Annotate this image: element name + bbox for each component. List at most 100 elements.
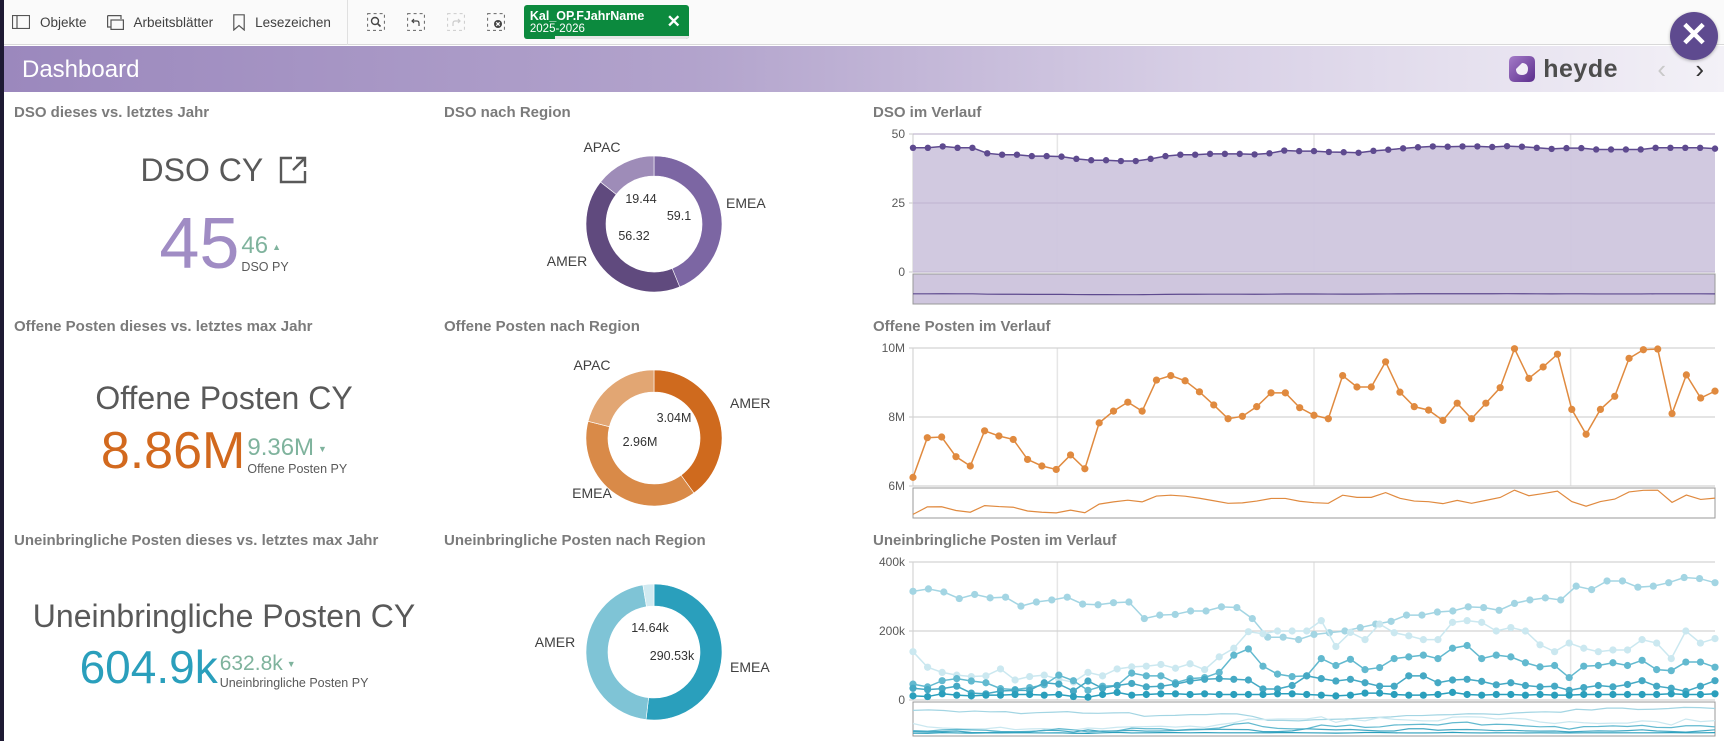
data-point[interactable] xyxy=(1682,690,1690,699)
data-point[interactable] xyxy=(923,434,931,442)
data-point[interactable] xyxy=(1142,672,1150,680)
data-point[interactable] xyxy=(1266,150,1273,157)
data-point[interactable] xyxy=(1206,150,1214,158)
data-point[interactable] xyxy=(1187,607,1195,615)
data-point[interactable] xyxy=(1259,662,1267,670)
data-point[interactable] xyxy=(1592,146,1600,153)
data-point[interactable] xyxy=(1623,680,1632,689)
data-point[interactable] xyxy=(1434,679,1442,687)
data-point[interactable] xyxy=(1638,656,1646,664)
data-point[interactable] xyxy=(1288,681,1296,690)
data-point[interactable] xyxy=(995,432,1003,440)
data-point[interactable] xyxy=(1405,632,1413,640)
data-point[interactable] xyxy=(1536,641,1544,649)
data-point[interactable] xyxy=(1565,639,1573,647)
data-point[interactable] xyxy=(982,672,990,680)
data-point[interactable] xyxy=(1295,147,1303,155)
data-point[interactable] xyxy=(1128,663,1136,671)
kpi-offene-posten[interactable]: Offene Posten dieses vs. letztes max Jah… xyxy=(14,318,434,518)
data-point[interactable] xyxy=(1210,401,1218,409)
data-point[interactable] xyxy=(1444,143,1451,150)
data-point[interactable] xyxy=(1582,430,1590,438)
data-point[interactable] xyxy=(1310,147,1318,155)
data-point[interactable] xyxy=(1390,682,1398,690)
data-point[interactable] xyxy=(1419,672,1427,680)
data-point[interactable] xyxy=(1303,672,1311,680)
data-point[interactable] xyxy=(1113,665,1121,673)
data-point[interactable] xyxy=(1711,145,1719,152)
data-point[interactable] xyxy=(1668,409,1676,418)
data-point[interactable] xyxy=(1637,146,1644,153)
data-point[interactable] xyxy=(955,594,963,603)
data-point[interactable] xyxy=(1094,601,1102,609)
data-point[interactable] xyxy=(1418,611,1426,619)
data-point[interactable] xyxy=(1711,579,1719,587)
data-point[interactable] xyxy=(971,590,979,599)
data-point[interactable] xyxy=(1654,345,1662,353)
data-point[interactable] xyxy=(1128,691,1136,699)
data-point[interactable] xyxy=(1376,682,1384,690)
data-point[interactable] xyxy=(1157,690,1165,698)
data-point[interactable] xyxy=(1186,677,1194,685)
data-point[interactable] xyxy=(1405,653,1413,661)
navigator-frame[interactable] xyxy=(912,273,1716,305)
data-point[interactable] xyxy=(1341,627,1349,635)
data-point[interactable] xyxy=(986,594,994,602)
data-point[interactable] xyxy=(1233,603,1241,612)
data-point[interactable] xyxy=(1332,677,1340,685)
data-point[interactable] xyxy=(1317,617,1325,625)
data-point[interactable] xyxy=(1040,679,1048,687)
data-point[interactable] xyxy=(1157,682,1165,690)
data-point[interactable] xyxy=(1152,376,1161,384)
data-point[interactable] xyxy=(1346,628,1355,636)
data-point[interactable] xyxy=(1310,411,1318,419)
data-point[interactable] xyxy=(1649,582,1657,590)
data-point[interactable] xyxy=(1695,574,1704,583)
data-point[interactable] xyxy=(1259,690,1267,699)
data-point[interactable] xyxy=(1244,628,1252,636)
data-point[interactable] xyxy=(1525,374,1533,382)
data-point[interactable] xyxy=(1665,579,1673,587)
data-point[interactable] xyxy=(1533,144,1540,151)
data-point[interactable] xyxy=(1603,577,1611,585)
data-point[interactable] xyxy=(1017,602,1025,610)
data-point[interactable] xyxy=(1066,451,1075,459)
data-point[interactable] xyxy=(1609,659,1617,667)
data-point[interactable] xyxy=(1682,658,1690,666)
data-point[interactable] xyxy=(1609,690,1617,699)
data-point[interactable] xyxy=(1448,644,1457,652)
previous-sheet-button[interactable]: ‹ xyxy=(1657,54,1666,84)
mini-chart-navigator[interactable] xyxy=(912,273,1716,305)
data-point[interactable] xyxy=(1667,655,1675,663)
data-point[interactable] xyxy=(1113,688,1121,697)
bookmarks-button[interactable]: Lesezeichen xyxy=(225,0,343,45)
data-point[interactable] xyxy=(1310,630,1318,639)
data-point[interactable] xyxy=(1667,684,1675,692)
data-point[interactable] xyxy=(1038,462,1046,470)
data-point[interactable] xyxy=(1434,690,1442,699)
data-point[interactable] xyxy=(1580,690,1588,699)
data-point[interactable] xyxy=(1162,152,1169,160)
data-point[interactable] xyxy=(952,453,960,461)
data-point[interactable] xyxy=(1294,636,1303,644)
data-point[interactable] xyxy=(1273,690,1282,698)
data-point[interactable] xyxy=(1434,655,1442,663)
data-point[interactable] xyxy=(1697,394,1705,402)
data-point[interactable] xyxy=(1390,690,1398,699)
data-point[interactable] xyxy=(1696,690,1705,699)
data-point[interactable] xyxy=(1109,599,1118,607)
data-point[interactable] xyxy=(1434,636,1442,644)
data-point[interactable] xyxy=(1013,151,1021,158)
data-point[interactable] xyxy=(1448,688,1457,697)
data-point[interactable] xyxy=(1217,603,1226,611)
donut-slice-apac[interactable] xyxy=(600,155,655,195)
data-point[interactable] xyxy=(953,691,961,699)
data-point[interactable] xyxy=(1607,146,1615,153)
data-point[interactable] xyxy=(1215,668,1223,676)
data-point[interactable] xyxy=(1611,392,1619,400)
data-point[interactable] xyxy=(909,587,917,595)
data-point[interactable] xyxy=(984,150,991,157)
data-point[interactable] xyxy=(1028,152,1036,160)
data-point[interactable] xyxy=(1467,415,1476,423)
data-point[interactable] xyxy=(1142,690,1150,699)
